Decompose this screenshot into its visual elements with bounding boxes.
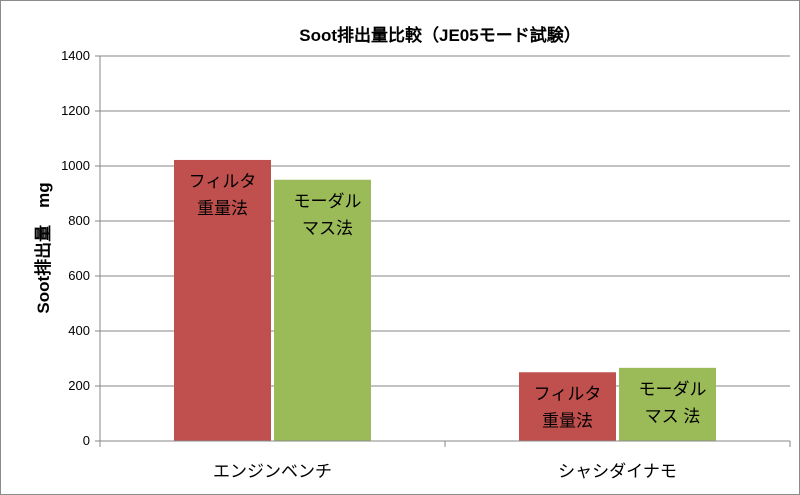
y-tick-label: 800 bbox=[68, 213, 90, 228]
bar-label: モーダル bbox=[639, 380, 707, 399]
y-tick-label: 1200 bbox=[61, 103, 90, 118]
bar-label: フィルタ bbox=[534, 384, 602, 403]
bar bbox=[519, 372, 616, 441]
y-tick-label: 0 bbox=[83, 433, 90, 448]
chart-title: Soot排出量比較（JE05モード試験） bbox=[299, 25, 580, 45]
y-tick-label: 600 bbox=[68, 268, 90, 283]
bar-label: 重量法 bbox=[197, 199, 248, 218]
y-tick-label: 1000 bbox=[61, 158, 90, 173]
bar-label: マス 法 bbox=[645, 407, 701, 426]
y-axis-label: Soot排出量 mg bbox=[33, 182, 53, 313]
y-tick-label: 400 bbox=[68, 323, 90, 338]
bar-label: マス法 bbox=[302, 219, 353, 238]
y-tick-label: 1400 bbox=[61, 48, 90, 63]
category-label: シャシダイナモ bbox=[558, 462, 677, 481]
axis-layer bbox=[95, 55, 791, 447]
y-tick-label: 200 bbox=[68, 378, 90, 393]
bar-layer bbox=[174, 159, 716, 441]
category-layer: エンジンベンチ シャシダイナモ bbox=[213, 462, 677, 481]
bar bbox=[174, 159, 271, 441]
bar-label: フィルタ bbox=[189, 172, 257, 191]
bar bbox=[619, 367, 716, 441]
tick-layer: 0 200 400 600 800 1000 1200 1400 bbox=[61, 48, 90, 448]
category-label: エンジンベンチ bbox=[213, 462, 332, 481]
bar bbox=[274, 179, 371, 441]
bar-label: 重量法 bbox=[542, 411, 593, 430]
bar-label: モーダル bbox=[294, 192, 362, 211]
